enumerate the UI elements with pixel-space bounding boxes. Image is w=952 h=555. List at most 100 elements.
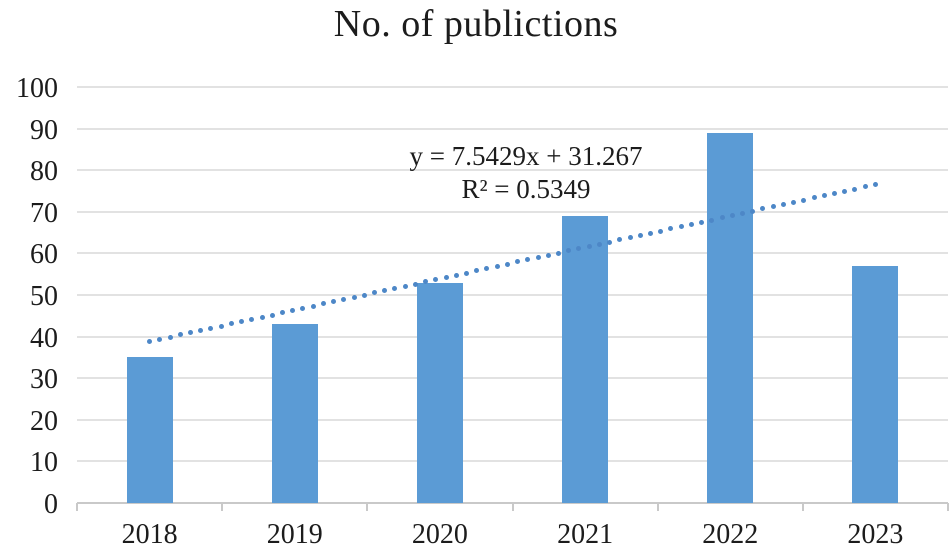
trendline-dot [320,301,326,307]
trendline-dot [842,188,848,194]
trendline-dot [709,217,715,223]
x-tick-label-2023: 2023 [847,519,904,550]
trendline-dot [872,182,878,188]
trendline-dot [535,255,541,261]
trendline-dot [719,215,725,221]
trendline-dot [371,290,377,296]
bar-2020[interactable] [416,282,463,503]
trendline-dot [167,334,173,340]
trendline-dot [300,305,306,311]
trendline-dot [423,279,429,285]
trendline-dot [412,281,418,287]
trendline-dot [351,294,357,300]
gridline-80 [77,169,948,172]
trendline-dot [433,277,439,283]
x-axis-tick [366,503,369,511]
trendline-dot [177,332,183,338]
x-tick-label-2021: 2021 [557,519,614,550]
trendline-dot [607,239,613,245]
trendline-dot [596,241,602,247]
trendline-dot [494,263,500,269]
trendline-dot [862,184,868,190]
trendline-dot [218,323,224,329]
trendline-dot [504,261,510,267]
y-tick-label-70: 70 [30,197,58,229]
trendline-dot [463,270,469,276]
trendline-dot [402,283,408,289]
trendline-dot [780,202,786,208]
trendline-dot [740,210,746,216]
trendline-dot [525,257,531,263]
x-tick-label-2020: 2020 [411,519,468,550]
trendline-dot [228,321,234,327]
trendline-dot [576,246,582,252]
gridline-30 [77,377,948,380]
y-tick-label-100: 100 [16,73,58,104]
trendline-dot [729,213,735,219]
trendline-dot [198,328,204,333]
trendline-dot [556,250,561,256]
x-axis-tick [76,503,78,511]
trendline-dot [239,319,245,325]
trendline-dot [279,310,285,316]
trendline-dot [637,232,643,238]
trendline-dot [269,312,275,318]
y-tick-label-20: 20 [30,405,58,437]
trendline-dot [341,297,347,303]
trendline-dot [208,325,214,331]
bar-2018[interactable] [126,357,173,503]
bar-2021[interactable] [562,215,609,503]
y-tick-label-50: 50 [30,281,58,312]
gridline-20 [77,418,948,421]
plot-area [76,86,949,511]
trendline-dot [443,274,449,280]
trendline-dot [627,235,633,241]
y-tick-label-10: 10 [30,447,58,479]
x-tick-label-2022: 2022 [702,519,759,550]
trendline-dot [760,206,766,212]
trendline-dot [648,230,653,236]
trendline-dot [688,221,694,227]
trendline-dot [617,237,623,243]
y-tick-label-80: 80 [30,156,58,188]
trendline-dot [484,266,490,272]
gridline-70 [77,210,948,213]
x-axis-tick [656,503,659,511]
trendline-equation: y = 7.5429x + 31.267 [409,141,643,171]
trendline-dot [699,219,705,225]
y-tick-label-30: 30 [30,364,58,396]
y-tick-label-90: 90 [30,114,58,146]
y-tick-label-40: 40 [30,322,58,354]
bar-2019[interactable] [271,324,318,503]
chart-title: No. of publictions [333,3,619,45]
trendline-dot [147,339,153,345]
trendline-dot [801,197,807,203]
bar-2022[interactable] [707,132,754,503]
trendline-dot [382,288,388,294]
trendline-dot [453,272,459,278]
trendline-dot [331,299,337,305]
x-axis-tick [221,503,224,511]
trendline-r-squared: R² = 0.5349 [461,174,591,204]
trendline-dot [157,336,163,342]
trendline-dot [566,248,572,254]
trendline-dot [821,193,827,199]
trendline-dot [852,186,858,192]
trendline-dot [361,292,367,298]
trendline-annotation: y = 7.5429x + 31.267 R² = 0.5349 [326,140,726,206]
trendline-dot [259,314,265,320]
bar-2023[interactable] [852,265,899,503]
y-tick-label-60: 60 [30,239,58,271]
trendline-dot [832,190,838,196]
trendline-dot [290,308,296,314]
x-axis-tick [947,503,949,511]
x-tick-label-2019: 2019 [266,519,323,550]
trendline-dot [770,204,776,210]
x-axis-tick [801,503,804,511]
trendline-dot [187,330,193,336]
trendline-dot [750,208,756,214]
x-tick-label-2018: 2018 [121,519,178,550]
gridline-60 [77,252,948,255]
trendline-dot [586,244,592,250]
